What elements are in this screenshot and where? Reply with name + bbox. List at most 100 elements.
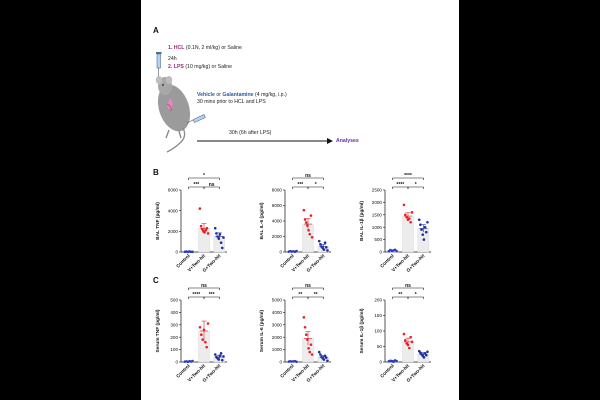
significance-bracket — [407, 296, 424, 299]
data-point — [302, 316, 306, 319]
data-point — [215, 232, 218, 235]
significance-bracket — [188, 177, 220, 180]
y-tick-label: 2500 — [372, 188, 383, 193]
protocol-treatment: Vehicle or Galantamine (4 mg/kg, i.p.) — [197, 92, 287, 98]
significance-bracket — [188, 287, 220, 290]
data-point — [424, 230, 428, 234]
data-point — [219, 241, 223, 244]
significance-label: * — [415, 182, 417, 188]
data-point — [317, 350, 321, 354]
bar-2 — [402, 215, 414, 253]
data-point — [319, 353, 322, 356]
y-axis-label: Serum IL-6 (pg/ml) — [259, 310, 265, 353]
data-point — [420, 228, 423, 231]
y-tick-label: 0 — [279, 360, 282, 365]
y-axis-label: BAL IL-6 (pg/ml) — [259, 202, 265, 239]
data-point — [213, 226, 217, 230]
significance-bracket — [392, 287, 424, 290]
data-point — [326, 359, 329, 363]
data-point — [204, 340, 207, 344]
y-axis-label: BAL TNF (pg/ml) — [155, 202, 161, 240]
significance-bracket — [407, 186, 424, 189]
data-point — [408, 217, 411, 220]
data-point — [409, 220, 412, 224]
data-point — [304, 221, 308, 224]
y-tick-label: 1000 — [372, 225, 383, 230]
data-point — [308, 232, 312, 236]
step2-agent: LPS — [173, 64, 184, 70]
y-tick-label: 200 — [374, 298, 382, 303]
significance-bracket — [203, 296, 220, 299]
significance-label: *** — [193, 182, 199, 188]
significance-label: ns — [305, 173, 311, 179]
significance-label: ns — [405, 283, 411, 289]
y-tick-label: 4000 — [272, 310, 283, 315]
treatment-vehicle: Vehicle — [197, 92, 215, 98]
data-point — [410, 211, 414, 214]
data-point — [319, 242, 322, 246]
data-point — [303, 218, 307, 221]
protocol-interval: 24h — [168, 56, 177, 62]
data-point — [309, 343, 313, 346]
data-point — [402, 332, 406, 336]
y-tick-label: 100 — [374, 329, 382, 334]
data-point — [308, 350, 312, 354]
data-point — [409, 335, 412, 339]
data-point — [422, 356, 426, 359]
data-point — [406, 343, 410, 347]
data-point — [206, 232, 210, 235]
data-point — [198, 207, 202, 210]
y-tick-label: 6000 — [272, 203, 283, 208]
treatment-dose: (4 mg/kg, i.p.) — [255, 92, 287, 98]
data-point — [217, 237, 221, 240]
y-tick-label: 4000 — [272, 219, 283, 224]
significance-label: ** — [398, 292, 402, 298]
significance-label: **** — [404, 173, 412, 179]
data-point — [295, 249, 298, 253]
data-point — [317, 239, 321, 243]
significance-bracket — [292, 177, 324, 180]
mouse-icon — [155, 76, 191, 153]
data-point — [304, 333, 308, 337]
y-tick-label: 150 — [374, 313, 382, 318]
data-point — [306, 224, 309, 227]
significance-label: * — [203, 173, 205, 179]
significance-label: *** — [209, 292, 215, 298]
y-tick-label: 1500 — [372, 212, 383, 217]
data-point — [204, 229, 208, 232]
data-point — [323, 354, 327, 358]
y-tick-label: 400 — [170, 310, 178, 315]
data-point — [205, 226, 209, 230]
panel-b-letter: B — [153, 168, 159, 177]
data-point — [191, 359, 194, 363]
significance-bracket — [307, 186, 324, 189]
data-point — [201, 338, 204, 341]
y-tick-label: 0 — [175, 250, 178, 255]
y-tick-label: 50 — [377, 344, 383, 349]
y-axis-label: Serum TNF (pg/ml) — [155, 309, 161, 352]
data-point — [395, 359, 398, 363]
data-point — [309, 214, 313, 217]
data-point — [222, 236, 225, 239]
y-tick-label: 0 — [279, 250, 282, 255]
y-tick-label: 0 — [379, 250, 382, 255]
data-point — [306, 338, 309, 341]
data-point — [423, 225, 427, 229]
mouse-illustration — [155, 52, 333, 153]
significance-label: * — [415, 292, 417, 298]
significance-label: ** — [314, 292, 318, 298]
data-point — [324, 246, 328, 249]
data-point — [424, 353, 428, 357]
y-tick-label: 4000 — [168, 208, 179, 213]
y-tick-label: 2000 — [168, 229, 179, 234]
data-point — [307, 347, 310, 350]
data-point — [322, 358, 326, 361]
data-point — [417, 218, 421, 222]
y-tick-label: 2000 — [272, 335, 283, 340]
significance-label: **** — [192, 292, 200, 298]
data-point — [326, 249, 329, 252]
